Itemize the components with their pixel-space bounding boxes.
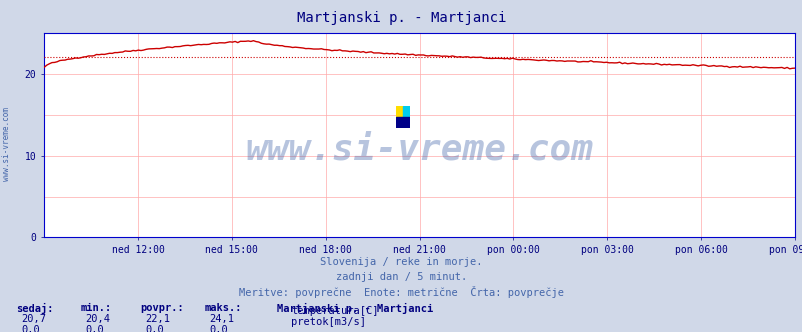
Text: 20,7: 20,7: [21, 314, 46, 324]
Text: 0,0: 0,0: [209, 325, 228, 332]
Text: www.si-vreme.com: www.si-vreme.com: [245, 132, 593, 167]
Text: 0,0: 0,0: [85, 325, 103, 332]
Text: 0,0: 0,0: [21, 325, 39, 332]
Text: www.si-vreme.com: www.si-vreme.com: [2, 108, 11, 181]
Text: 22,1: 22,1: [145, 314, 170, 324]
Bar: [403, 106, 410, 117]
Text: 24,1: 24,1: [209, 314, 234, 324]
Bar: [395, 106, 403, 117]
Text: min.:: min.:: [80, 303, 111, 313]
Text: pretok[m3/s]: pretok[m3/s]: [291, 317, 366, 327]
Bar: [395, 117, 410, 128]
Text: temperatura[C]: temperatura[C]: [291, 306, 379, 316]
Text: 0,0: 0,0: [145, 325, 164, 332]
Text: Meritve: povprečne  Enote: metrične  Črta: povprečje: Meritve: povprečne Enote: metrične Črta:…: [239, 286, 563, 298]
Text: Slovenija / reke in morje.: Slovenija / reke in morje.: [320, 257, 482, 267]
Text: povpr.:: povpr.:: [140, 303, 184, 313]
Text: Martjanski p. - Martjanci: Martjanski p. - Martjanci: [277, 303, 433, 314]
Text: zadnji dan / 5 minut.: zadnji dan / 5 minut.: [335, 272, 467, 282]
Text: Martjanski p. - Martjanci: Martjanski p. - Martjanci: [297, 11, 505, 25]
Text: maks.:: maks.:: [205, 303, 242, 313]
Text: sedaj:: sedaj:: [16, 303, 54, 314]
Text: 20,4: 20,4: [85, 314, 110, 324]
